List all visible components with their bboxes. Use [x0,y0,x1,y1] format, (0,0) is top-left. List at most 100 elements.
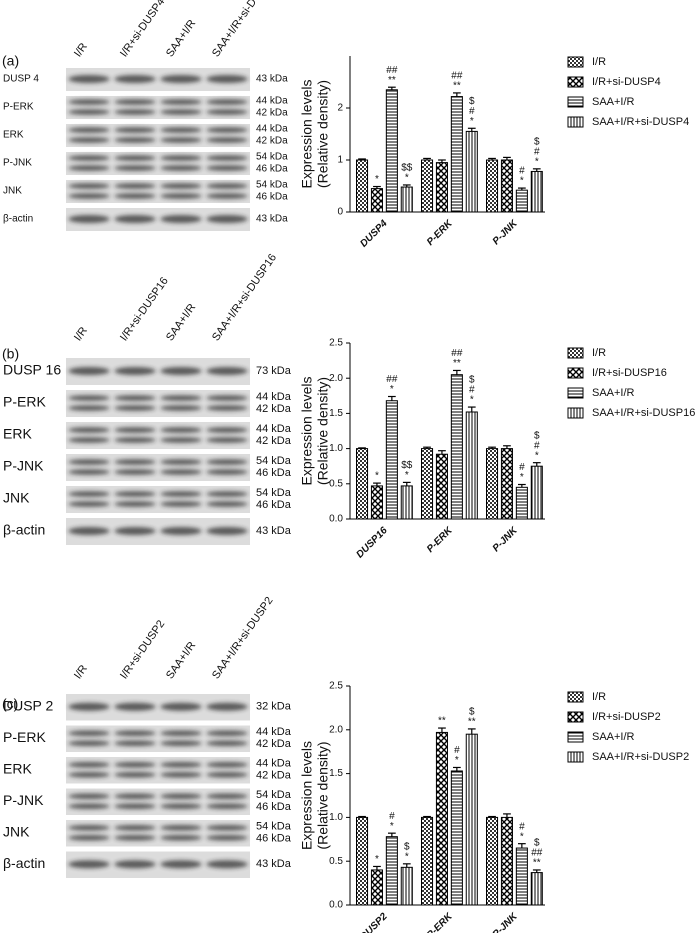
blot-band [160,740,202,747]
kda-label: 44 kDa [256,423,292,435]
blot-band [160,501,202,507]
x-tick-label: P-ERK [425,218,455,248]
legend-label: I/R+si-DUSP4 [592,76,661,88]
legend-label: SAA+I/R+si-DUSP2 [592,751,689,763]
bar [486,159,499,213]
significance-mark: * [405,470,409,481]
kda-label: 42 kDa [256,738,292,750]
blot-strip [66,820,250,847]
blot-band [114,771,156,778]
legend-swatch [567,751,584,763]
y-axis-label: (Relative density) [315,377,331,485]
lane-label: I/R+si-DUSP16 [118,275,171,343]
lane-label: I/R+si-DUSP4 [118,0,167,59]
blot-strip [66,96,250,119]
blot-band [68,824,110,831]
blot-band [206,491,248,497]
blot-band [160,860,202,869]
row-label: P-JNK [3,792,44,808]
blot-band [206,99,248,105]
bar [500,159,513,213]
bar [385,400,398,520]
significance-mark: # [519,821,525,832]
kda-label: 73 kDa [256,365,292,377]
significance-mark: * [470,395,474,406]
y-axis-label: (Relative density) [315,741,331,849]
blot-band [160,771,202,778]
bar [421,816,434,906]
blot-band [68,165,110,171]
row-label: P-ERK [3,394,46,410]
blot-band [114,803,156,810]
bar [450,96,463,213]
blot-band [206,395,248,401]
blot-band [160,491,202,497]
blot-band [114,75,156,83]
kda-label: 43 kDa [256,214,288,225]
row-label: β-actin [3,855,45,871]
bar [500,448,513,520]
row-label: ERK [3,130,24,141]
blot-band [160,99,202,105]
y-tick-label: 1 [337,155,343,166]
panel-label: (a) [2,53,19,69]
significance-mark: $ [469,707,475,718]
kda-label: 42 kDa [256,108,288,119]
blot-band [114,761,156,768]
significance-mark: $ [404,841,410,852]
kda-label: 42 kDa [256,770,292,782]
blot-band [68,491,110,497]
blot-band [68,405,110,411]
blot-band [114,395,156,401]
blot-band [160,427,202,433]
bar [370,485,383,520]
kda-label: 46 kDa [256,801,292,813]
lane-label: SAA+I/R+si-DUSP2 [210,595,276,682]
bar [400,485,413,520]
bar [515,847,528,906]
blot-strip [66,180,250,203]
blot-band [114,109,156,115]
significance-mark: $$ [401,163,413,174]
y-tick-label: 1.0 [329,443,343,454]
row-label: P-JNK [3,158,32,169]
bar [530,872,543,906]
blot-strip [66,152,250,175]
blot-band [114,427,156,433]
bar [486,816,499,906]
blot-band [206,740,248,747]
blot-band [160,395,202,401]
bar [486,448,499,520]
blot-band [160,109,202,115]
row-label: JNK [3,490,30,506]
blot-band [114,215,156,223]
blot-band [206,527,248,535]
blot-band [114,405,156,411]
lane-label: I/R [72,325,90,343]
blot-band [206,761,248,768]
blot-band [206,109,248,115]
blot-strip [66,208,250,231]
blot-band [68,427,110,433]
row-label: JNK [3,823,30,839]
blot-band [68,367,110,375]
significance-mark: ** [453,358,461,369]
blot-band [206,437,248,443]
y-tick-label: 1.0 [329,812,343,823]
blot-band [68,109,110,115]
kda-label: 42 kDa [256,435,292,447]
kda-label: 46 kDa [256,833,292,845]
bar [450,374,463,520]
y-tick-label: 0.5 [329,478,343,489]
blot-band [114,155,156,161]
blot-band [160,527,202,535]
kda-label: 42 kDa [256,136,288,147]
x-tick-label: P-ERK [425,911,455,933]
significance-mark: * [520,831,524,842]
bar [385,89,398,213]
significance-mark: # [534,146,540,157]
significance-mark: * [375,854,379,865]
blot-strip [66,757,250,784]
blot-band [206,834,248,841]
kda-label: 44 kDa [256,96,288,107]
